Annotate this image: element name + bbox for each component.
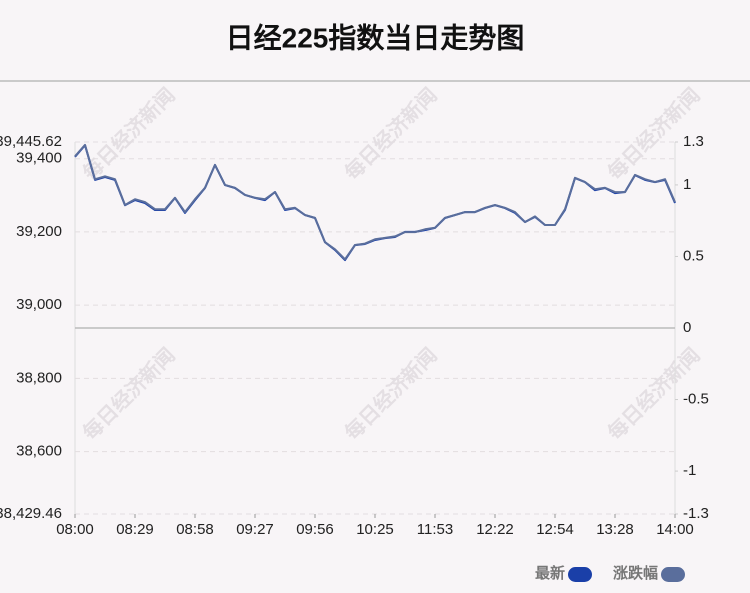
y-tick-label: 39,200 [16, 223, 62, 240]
x-tick-label: 08:29 [116, 521, 154, 538]
legend-label: 最新 [535, 564, 565, 582]
y-tick-label: 38,600 [16, 443, 62, 460]
x-tick-label: 08:00 [56, 521, 94, 538]
y-tick-label: 38,429.46 [0, 505, 62, 522]
x-tick-label: 09:27 [236, 521, 274, 538]
x-tick-label: 09:56 [296, 521, 334, 538]
legend-swatch [568, 567, 592, 582]
y2-tick-label: 0.5 [683, 247, 704, 264]
y2-tick-label: -0.5 [683, 391, 709, 408]
y2-tick-label: 1 [683, 176, 691, 193]
y2-tick-label: -1 [683, 462, 696, 479]
legend-swatch [661, 567, 685, 582]
x-tick-label: 12:54 [536, 521, 574, 538]
y2-tick-label: -1.3 [683, 505, 709, 522]
y2-tick-label: 1.3 [683, 133, 704, 150]
x-tick-label: 11:53 [417, 521, 453, 538]
y-tick-label: 38,800 [16, 369, 62, 386]
y-tick-label: 39,000 [16, 296, 62, 313]
legend-label: 涨跌幅 [613, 564, 658, 582]
x-tick-label: 08:58 [176, 521, 214, 538]
y-tick-label: 39,400 [16, 150, 62, 167]
x-tick-label: 13:28 [596, 521, 634, 538]
chart-title: 日经225指数当日走势图 [226, 21, 525, 53]
series-line [74, 143, 676, 261]
x-tick-label: 14:00 [656, 521, 694, 538]
x-tick-label: 10:25 [356, 521, 394, 538]
x-tick-label: 12:22 [476, 521, 514, 538]
y-tick-label: 39,445.62 [0, 133, 62, 150]
y2-tick-label: 0 [683, 319, 691, 336]
